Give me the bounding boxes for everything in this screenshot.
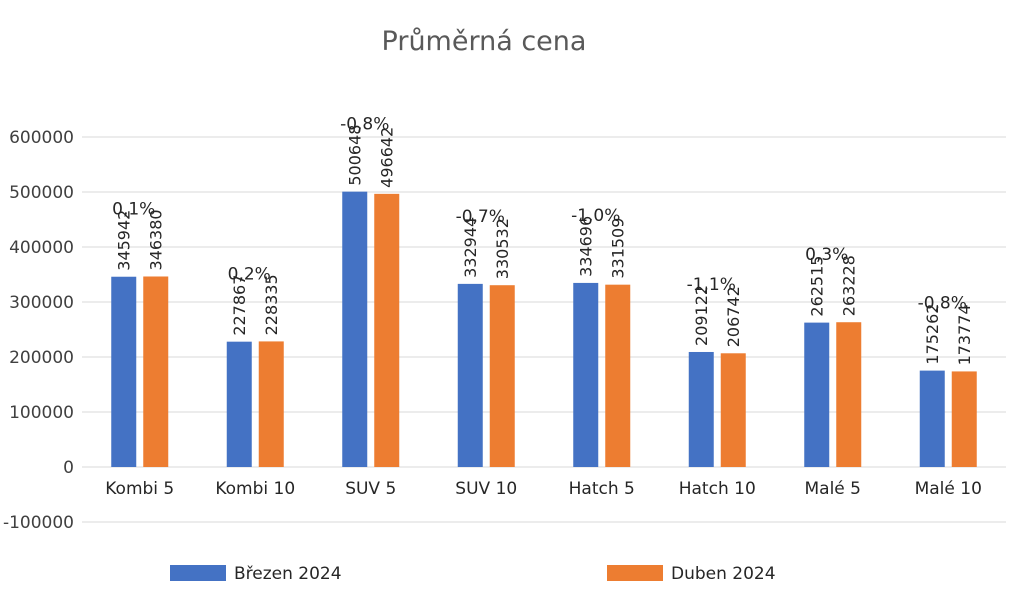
change-label: -1,1% [687,275,736,295]
chart-title: Průměrná cena [382,26,587,57]
x-tick-label: Hatch 10 [679,479,756,499]
legend-label: Březen 2024 [234,564,342,584]
change-label: -0,7% [456,207,505,227]
bar-duben [374,193,400,467]
data-label: 263228 [840,255,859,316]
change-label: -0,8% [918,294,967,314]
bar-duben [258,341,284,467]
data-label: 262515 [808,256,827,317]
bar-brezen [342,191,368,467]
y-tick-label: 0 [63,458,74,478]
bar-duben [836,322,862,467]
change-label: -1,0% [571,206,620,226]
y-tick-label: 600000 [9,128,74,148]
bar-brezen [804,322,830,467]
bar-duben [605,284,631,467]
bar-brezen [457,283,483,467]
x-tick-label: SUV 5 [345,479,396,499]
data-label: 500648 [346,125,365,186]
bar-brezen [111,276,137,467]
x-tick-label: Malé 10 [915,479,982,499]
legend-swatch-brezen [170,565,226,581]
x-tick-label: Kombi 5 [105,479,174,499]
data-label: 496642 [378,127,397,188]
bar-duben [489,285,515,467]
bar-duben [720,353,746,467]
data-label: 209122 [692,285,711,346]
change-label: 0,1% [112,199,155,219]
data-label: 332944 [461,217,480,278]
change-label: 0,2% [228,264,271,284]
y-tick-label: 200000 [9,348,74,368]
data-label: 206742 [724,286,743,347]
data-label: 228335 [262,274,281,335]
legend-swatch-duben [607,565,663,581]
y-tick-label: 100000 [9,403,74,423]
y-tick-label: -100000 [3,513,74,533]
y-tick-label: 400000 [9,238,74,258]
data-label: 331509 [609,218,628,279]
data-label: 330532 [493,218,512,279]
x-tick-label: SUV 10 [455,479,517,499]
y-tick-label: 500000 [9,183,74,203]
data-label: 227867 [230,275,249,336]
bar-brezen [573,282,599,467]
bar-duben [143,276,169,467]
data-label: 346380 [147,209,166,270]
y-tick-label: 300000 [9,293,74,313]
x-tick-label: Malé 5 [805,479,862,499]
bar-duben [951,371,977,467]
data-label: 345942 [115,210,134,271]
data-label: 334696 [577,216,596,277]
data-label: 175262 [923,304,942,365]
change-label: -0,8% [340,115,389,135]
bar-brezen [919,370,945,467]
bar-brezen [226,341,252,467]
bar-brezen [688,351,714,467]
data-label: 173774 [955,304,974,365]
change-label: 0,3% [805,245,848,265]
legend-label: Duben 2024 [671,564,776,584]
x-tick-label: Hatch 5 [569,479,635,499]
x-tick-label: Kombi 10 [215,479,295,499]
